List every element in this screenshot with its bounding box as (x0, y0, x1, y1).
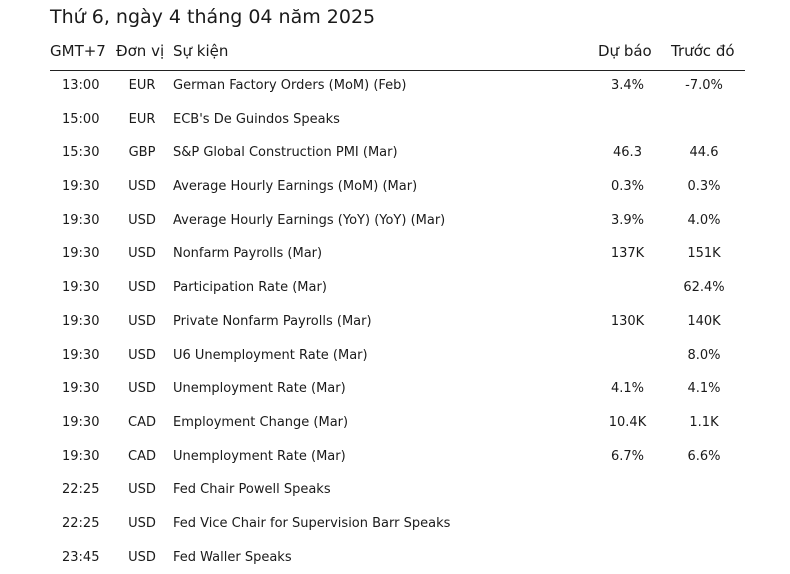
cell-time: 22:25 (62, 482, 100, 498)
table-row: 19:30 USD Average Hourly Earnings (YoY) (Y… (50, 204, 745, 238)
cell-currency: USD (128, 347, 156, 363)
cell-previous: 62.4% (683, 280, 725, 296)
cell-previous: 6.6% (687, 448, 721, 464)
table-row: 22:25 USD Fed Chair Powell Speaks (50, 473, 745, 507)
table-row: 23:45 USD Fed Waller Speaks (50, 541, 745, 574)
cell-forecast: 46.3 (613, 145, 642, 161)
cell-event: S&P Global Construction PMI (Mar) (173, 145, 398, 161)
cell-forecast: 6.7% (610, 448, 645, 464)
table-row: 19:30 CAD Unemployment Rate (Mar) 6.7% 6.6% (50, 440, 745, 474)
cell-forecast: 3.9% (610, 212, 645, 228)
cell-forecast: 0.3% (610, 179, 645, 195)
header-previous: Trước đó (671, 42, 735, 60)
table-row: 13:00 EUR German Factory Orders (MoM) (Feb… (50, 69, 745, 103)
cell-time: 15:00 (62, 111, 100, 127)
cell-event: German Factory Orders (MoM) (Feb) (173, 78, 407, 93)
cell-event: U6 Unemployment Rate (Mar) (173, 347, 368, 363)
header-forecast: Dự báo (598, 42, 652, 60)
cell-event: Average Hourly Earnings (MoM) (Mar) (173, 179, 418, 195)
cell-event: Private Nonfarm Payrolls (Mar) (173, 313, 372, 329)
cell-currency: EUR (128, 111, 156, 127)
cell-event: Fed Vice Chair for Supervision Barr Spea… (173, 515, 451, 531)
cell-previous: 8.0% (687, 347, 721, 363)
cell-event: Unemployment Rate (Mar) (173, 381, 346, 397)
table-row: 15:30 GBP S&P Global Construction PMI (Mar… (50, 136, 745, 170)
header-time: GMT+7 (50, 42, 106, 60)
cell-currency: CAD (128, 448, 156, 464)
table-row: 19:30 CAD Employment Change (Mar) 10.4K 1.1K (50, 406, 745, 440)
cell-event: Unemployment Rate (Mar) (173, 448, 346, 464)
header-currency: Đơn vị (116, 42, 165, 60)
cell-currency: USD (128, 313, 156, 329)
cell-previous: 4.1% (687, 381, 721, 397)
cell-event: Fed Chair Powell Speaks (173, 482, 331, 498)
cell-previous: 151K (687, 246, 721, 262)
cell-currency: USD (128, 246, 156, 262)
cell-currency: USD (128, 212, 156, 228)
cell-currency: GBP (128, 145, 156, 161)
table-row: 22:25 USD Fed Vice Chair for Supervision B… (50, 507, 745, 541)
cell-time: 19:30 (62, 347, 100, 363)
cell-currency: EUR (128, 78, 156, 93)
cell-currency: USD (128, 549, 156, 565)
cell-previous: -7.0% (685, 78, 723, 93)
table-row: 19:30 USD Private Nonfarm Payrolls (Mar) 13… (50, 305, 745, 339)
cell-time: 19:30 (62, 212, 100, 228)
cell-previous: 0.3% (687, 179, 721, 195)
cell-event: Average Hourly Earnings (YoY) (YoY) (Mar… (173, 212, 446, 228)
cell-time: 19:30 (62, 280, 100, 296)
cell-forecast: 4.1% (610, 381, 645, 397)
cell-currency: USD (128, 381, 156, 397)
cell-forecast: 137K (610, 246, 645, 262)
table-row: 19:30 USD Participation Rate (Mar) 62.4% (50, 271, 745, 305)
cell-time: 19:30 (62, 414, 100, 430)
cell-time: 13:00 (62, 78, 100, 93)
cell-currency: USD (128, 179, 156, 195)
cell-time: 19:30 (62, 381, 100, 397)
cell-forecast: 130K (610, 313, 645, 329)
cell-time: 19:30 (62, 179, 100, 195)
table-row: 19:30 USD Average Hourly Earnings (MoM) (M… (50, 170, 745, 204)
event-table: 13:00 EUR German Factory Orders (MoM) (Feb… (50, 69, 745, 574)
table-row: 19:30 USD U6 Unemployment Rate (Mar) 8.0% (50, 339, 745, 373)
cell-currency: USD (128, 482, 156, 498)
table-row: 19:30 USD Unemployment Rate (Mar) 4.1% 4.1% (50, 372, 745, 406)
cell-currency: USD (128, 515, 156, 531)
table-header: GMT+7 Đơn vị Sự kiện Dự báo Trước đó (50, 42, 745, 71)
cell-event: Nonfarm Payrolls (Mar) (173, 246, 323, 262)
cell-event: ECB's De Guindos Speaks (173, 111, 340, 127)
header-event: Sự kiện (173, 42, 229, 60)
cell-time: 19:30 (62, 246, 100, 262)
cell-currency: CAD (128, 414, 156, 430)
cell-previous: 140K (687, 313, 721, 329)
table-row: 15:00 EUR ECB's De Guindos Speaks (50, 103, 745, 137)
table-row: 19:30 USD Nonfarm Payrolls (Mar) 137K 151K (50, 237, 745, 271)
cell-event: Participation Rate (Mar) (173, 280, 327, 296)
cell-time: 19:30 (62, 313, 100, 329)
cell-forecast: 3.4% (610, 78, 645, 93)
cell-time: 19:30 (62, 448, 100, 464)
cell-event: Employment Change (Mar) (173, 414, 349, 430)
cell-previous: 4.0% (687, 212, 721, 228)
cell-time: 22:25 (62, 515, 100, 531)
cell-currency: USD (128, 280, 156, 296)
cell-time: 15:30 (62, 145, 100, 161)
cell-forecast: 10.4K (608, 414, 647, 430)
cell-previous: 44.6 (689, 145, 719, 161)
page-title: Thứ 6, ngày 4 tháng 04 năm 2025 (50, 6, 376, 28)
cell-time: 23:45 (62, 549, 100, 565)
cell-previous: 1.1K (689, 414, 719, 430)
cell-event: Fed Waller Speaks (173, 549, 292, 565)
